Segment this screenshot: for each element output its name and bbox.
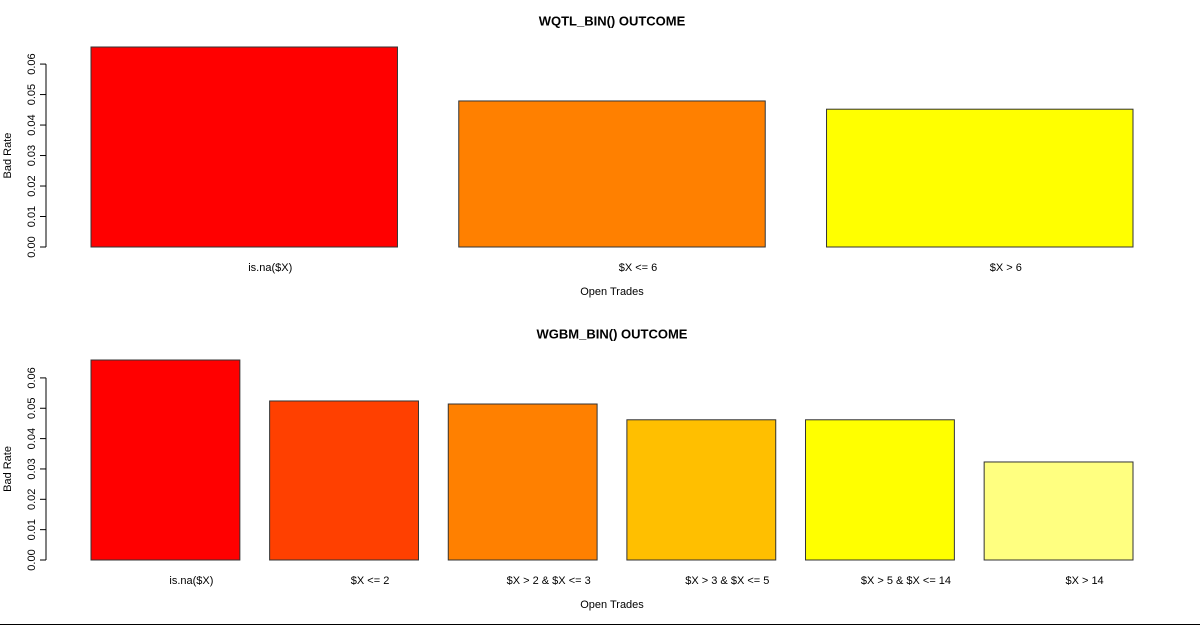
x-tick-label: $X > 6 bbox=[990, 262, 1022, 274]
x-tick-label: $X > 14 bbox=[1065, 575, 1103, 587]
x-tick-label: $X > 3 & $X <= 5 bbox=[685, 575, 769, 587]
bar bbox=[458, 100, 766, 248]
y-tick-label: 0.03 bbox=[26, 458, 38, 479]
y-tick-label: 0.04 bbox=[26, 114, 38, 135]
y-axis-title: Bad Rate bbox=[2, 446, 14, 492]
y-tick-label: 0.05 bbox=[26, 398, 38, 419]
x-tick-label: is.na($X) bbox=[248, 262, 292, 274]
y-tick-label: 0.01 bbox=[26, 206, 38, 227]
y-tick-label: 0.01 bbox=[26, 519, 38, 540]
x-tick-label: $X > 5 & $X <= 14 bbox=[861, 575, 951, 587]
x-tick-label: $X <= 2 bbox=[351, 575, 390, 587]
y-tick-label: 0.02 bbox=[26, 175, 38, 196]
y-tick-label: 0.06 bbox=[26, 53, 38, 74]
bar bbox=[983, 461, 1134, 561]
bar bbox=[447, 403, 598, 561]
y-tick-label: 0.05 bbox=[26, 84, 38, 105]
y-tick-label: 0.06 bbox=[26, 367, 38, 388]
bar bbox=[90, 46, 398, 248]
chart-title: WQTL_BIN() OUTCOME bbox=[539, 13, 686, 28]
bar bbox=[269, 400, 419, 561]
y-tick-label: 0.00 bbox=[26, 549, 38, 570]
y-tick-label: 0.04 bbox=[26, 428, 38, 449]
bar bbox=[626, 419, 777, 561]
x-tick-label: $X > 2 & $X <= 3 bbox=[507, 575, 591, 587]
chart-title: WGBM_BIN() OUTCOME bbox=[537, 326, 688, 341]
x-tick-label: is.na($X) bbox=[169, 575, 213, 587]
bar bbox=[90, 359, 241, 561]
bar bbox=[805, 419, 955, 561]
x-axis-title: Open Trades bbox=[580, 286, 644, 298]
x-tick-label: $X <= 6 bbox=[619, 262, 658, 274]
y-tick-label: 0.02 bbox=[26, 489, 38, 510]
y-tick-label: 0.03 bbox=[26, 145, 38, 166]
x-axis-title: Open Trades bbox=[580, 599, 644, 611]
y-tick-label: 0.00 bbox=[26, 236, 38, 257]
bar bbox=[826, 108, 1134, 248]
y-axis-title: Bad Rate bbox=[2, 133, 14, 179]
